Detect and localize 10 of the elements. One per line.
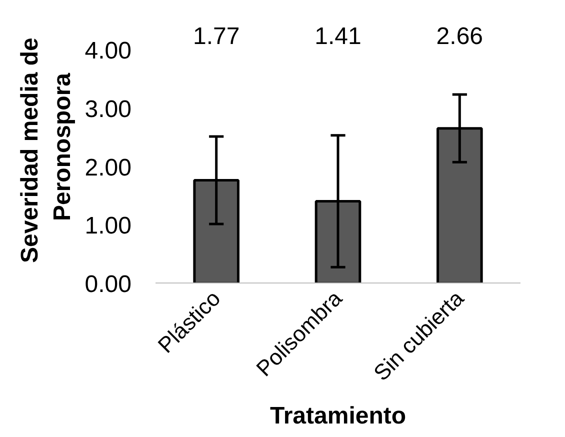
y-tick-label: 1.00 (84, 212, 132, 240)
y-tick-label: 0.00 (84, 271, 132, 298)
text: 1.77 (192, 23, 240, 50)
y-axis-title: Severidad media de Peronospora (16, 38, 76, 264)
x-axis-title: Tratamiento (270, 402, 406, 430)
y-tick-label: 4.00 (84, 38, 132, 65)
text: 1.41 (314, 23, 362, 50)
y-tick-label: 2.00 (84, 154, 132, 182)
y-tick-label: 3.00 (84, 96, 132, 123)
text: 2.66 (436, 23, 484, 50)
